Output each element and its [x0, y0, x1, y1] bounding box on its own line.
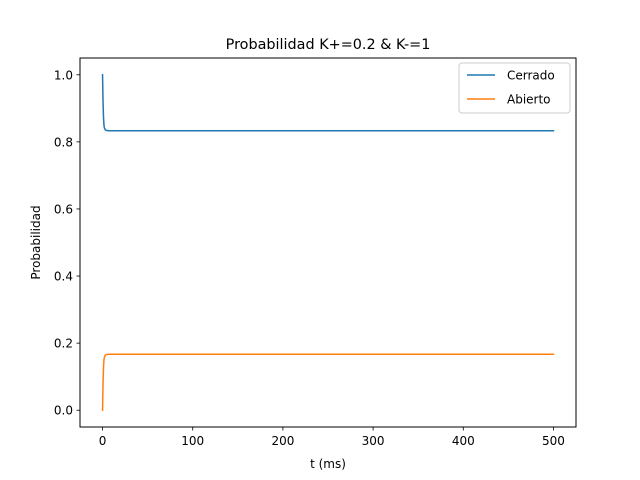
- y-tick-label: 1.0: [54, 68, 73, 82]
- y-tick-label: 0.4: [54, 270, 73, 284]
- plot-area: [79, 57, 577, 428]
- legend-label-cerrado: Cerrado: [507, 69, 555, 83]
- axes-frame: [79, 57, 577, 428]
- x-tick-label: 200: [271, 434, 294, 448]
- series-line-abierto: [101, 353, 555, 411]
- series-line-cerrado: [101, 74, 555, 132]
- x-axis-label: t (ms): [310, 457, 346, 471]
- x-axis-ticks: 0 100 200 300 400 500: [99, 427, 565, 448]
- series-layer: [101, 74, 555, 411]
- x-tick-label: 400: [452, 434, 475, 448]
- x-tick-label: 300: [362, 434, 385, 448]
- y-axis-label: Probabilidad: [29, 205, 43, 279]
- x-tick-label: 0: [99, 434, 107, 448]
- y-axis-ticks: 0.0 0.2 0.4 0.6 0.8 1.0: [54, 68, 80, 418]
- y-tick-label: 0.2: [54, 337, 73, 351]
- y-tick-label: 0.0: [54, 404, 73, 418]
- legend-label-abierto: Abierto: [507, 93, 551, 107]
- x-tick-label: 100: [181, 434, 204, 448]
- y-tick-label: 0.8: [54, 135, 73, 149]
- y-tick-label: 0.6: [54, 202, 73, 216]
- chart-title: Probabilidad K+=0.2 & K-=1: [226, 37, 431, 53]
- x-tick-label: 500: [542, 434, 565, 448]
- legend: Cerrado Abierto: [458, 62, 571, 114]
